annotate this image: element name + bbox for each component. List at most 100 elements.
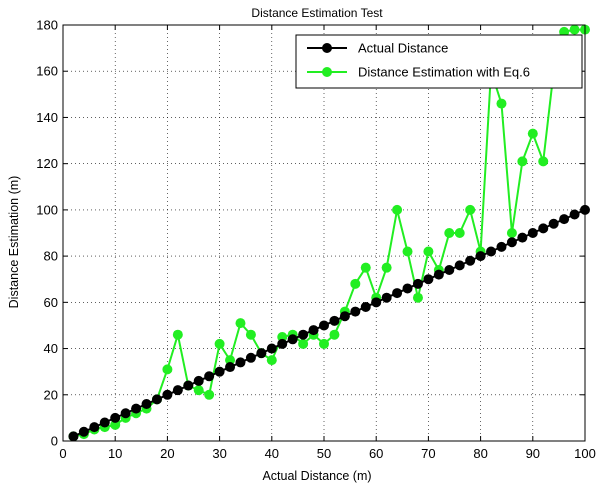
data-point-distance-estimation <box>496 98 507 109</box>
y-tick-label: 140 <box>36 110 58 125</box>
series-line-distance-estimation <box>73 28 585 438</box>
data-point-distance-estimation <box>225 355 236 366</box>
data-point-distance-estimation <box>465 204 476 215</box>
data-point-actual-distance <box>381 292 392 303</box>
data-point-distance-estimation <box>162 364 173 375</box>
data-point-distance-estimation <box>402 246 413 257</box>
data-point-actual-distance <box>214 366 225 377</box>
legend-label-estimation: Distance Estimation with Eq.6 <box>358 65 530 80</box>
y-tick-label: 80 <box>44 249 58 264</box>
data-point-distance-estimation <box>277 332 288 342</box>
data-point-actual-distance <box>319 320 329 331</box>
data-point-distance-estimation <box>245 329 256 340</box>
data-point-actual-distance <box>402 283 413 294</box>
data-point-actual-distance <box>162 389 173 400</box>
data-point-actual-distance <box>151 394 162 405</box>
data-point-actual-distance <box>256 348 267 359</box>
data-point-actual-distance <box>506 237 517 248</box>
data-point-distance-estimation <box>517 156 528 167</box>
y-tick-label: 0 <box>51 434 58 449</box>
series-layer <box>68 24 590 442</box>
data-point-actual-distance <box>339 311 350 322</box>
legend-box <box>295 34 583 89</box>
x-tick-label: 90 <box>526 446 540 461</box>
data-point-actual-distance <box>538 223 549 234</box>
legend: Actual Distance Distance Estimation with… <box>295 34 583 89</box>
data-point-distance-estimation <box>298 338 309 349</box>
legend-marker-estimation <box>322 67 332 77</box>
data-point-distance-estimation <box>444 228 455 238</box>
data-point-actual-distance <box>486 246 497 257</box>
x-axis-label: Actual Distance (m) <box>262 469 371 483</box>
data-point-actual-distance <box>496 241 507 252</box>
data-point-distance-estimation <box>412 292 423 303</box>
data-point-distance-estimation <box>214 338 225 349</box>
data-point-distance-estimation <box>319 338 329 349</box>
data-point-actual-distance <box>298 329 309 340</box>
data-point-actual-distance <box>559 214 570 225</box>
data-point-actual-distance <box>172 385 183 396</box>
data-point-actual-distance <box>475 251 486 262</box>
legend-marker-actual <box>322 43 332 53</box>
data-point-actual-distance <box>120 408 131 419</box>
data-point-distance-estimation <box>527 128 538 139</box>
data-point-distance-estimation <box>360 262 371 273</box>
plot-frame <box>62 24 586 442</box>
data-point-actual-distance <box>569 209 580 220</box>
data-point-actual-distance <box>235 357 246 368</box>
y-tick-label: 100 <box>36 202 58 217</box>
x-tick-label: 100 <box>574 446 596 461</box>
data-point-actual-distance <box>183 380 194 391</box>
chart-title: Distance Estimation Test <box>251 6 383 20</box>
data-point-actual-distance <box>423 274 434 285</box>
x-tick-label: 50 <box>317 446 331 461</box>
data-point-actual-distance <box>444 264 455 275</box>
y-tick-label: 40 <box>44 341 58 356</box>
data-point-distance-estimation <box>559 26 570 37</box>
data-point-actual-distance <box>204 371 215 382</box>
x-tick-label: 30 <box>212 446 226 461</box>
data-point-distance-estimation <box>381 262 392 273</box>
data-point-actual-distance <box>245 352 256 363</box>
data-point-actual-distance <box>131 403 142 414</box>
data-point-actual-distance <box>465 255 476 266</box>
data-point-actual-distance <box>287 334 298 345</box>
data-point-actual-distance <box>392 288 403 299</box>
y-tick-label: 120 <box>36 156 58 171</box>
data-point-distance-estimation <box>329 329 340 340</box>
y-tick-label: 20 <box>44 387 58 402</box>
x-tick-label: 70 <box>421 446 435 461</box>
data-point-distance-estimation <box>266 355 277 366</box>
data-point-actual-distance <box>68 431 79 442</box>
data-point-distance-estimation <box>110 419 121 430</box>
x-tick-label: 80 <box>473 446 487 461</box>
data-point-actual-distance <box>225 362 236 373</box>
data-point-distance-estimation <box>423 246 434 257</box>
data-point-distance-estimation <box>569 24 580 35</box>
y-tick-label: 60 <box>44 295 58 310</box>
series-actual-distance <box>68 204 590 442</box>
data-point-actual-distance <box>78 426 89 437</box>
x-tick-label: 40 <box>265 446 279 461</box>
data-point-actual-distance <box>433 269 444 280</box>
data-point-distance-estimation <box>193 385 204 396</box>
data-point-actual-distance <box>454 260 465 271</box>
data-point-distance-estimation <box>204 389 215 400</box>
data-point-actual-distance <box>371 297 382 308</box>
data-point-actual-distance <box>266 343 277 354</box>
data-point-actual-distance <box>412 278 423 289</box>
y-tick-label: 160 <box>36 64 58 79</box>
data-point-actual-distance <box>360 301 371 312</box>
data-point-actual-distance <box>110 412 121 423</box>
data-point-actual-distance <box>350 306 361 317</box>
tick-labels: 0 10 20 30 40 50 60 70 80 90 100 0 20 40 60 80 100 120 140… <box>36 18 596 462</box>
data-point-actual-distance <box>277 338 288 349</box>
x-tick-label: 10 <box>108 446 122 461</box>
data-point-distance-estimation <box>392 204 403 215</box>
data-point-distance-estimation <box>350 278 361 289</box>
y-tick-label: 180 <box>36 18 58 33</box>
data-point-distance-estimation <box>235 318 246 329</box>
data-point-distance-estimation <box>506 228 517 238</box>
